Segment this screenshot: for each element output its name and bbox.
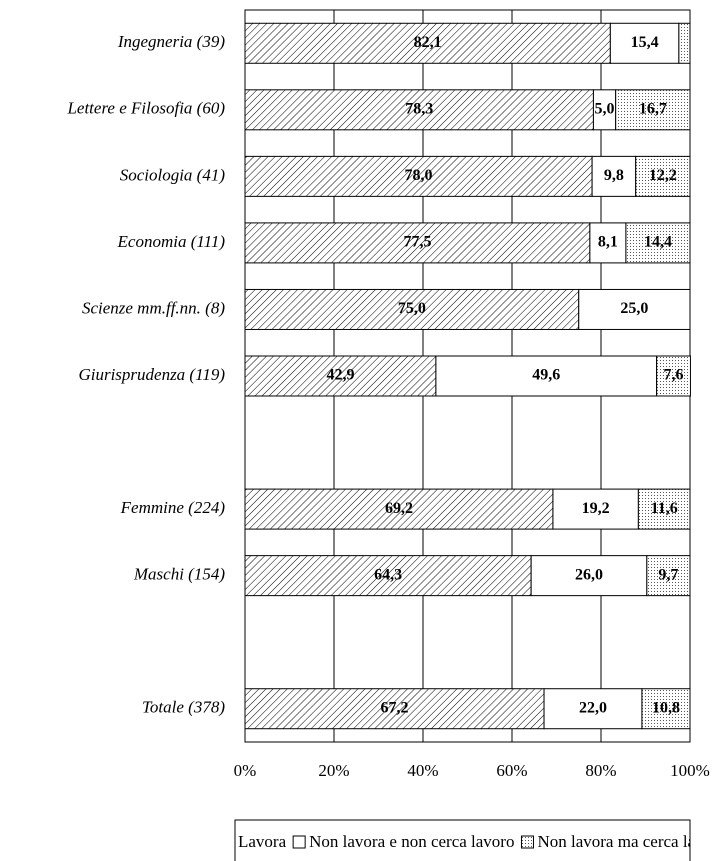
- bar-segment: [635, 155, 691, 197]
- legend-label: Lavora: [238, 832, 287, 851]
- category-label: Maschi (154): [133, 565, 225, 584]
- value-label: 9,7: [658, 566, 678, 583]
- bar-segment: [530, 555, 648, 597]
- bar-segment: [244, 222, 591, 264]
- category-label: Lettere e Filosofia (60): [66, 99, 225, 118]
- bar-segment: [244, 155, 593, 197]
- value-label: 15,4: [631, 34, 659, 51]
- legend-frame: [234, 819, 691, 861]
- bar-segment: [543, 688, 643, 730]
- category-label: Economia (111): [117, 232, 226, 251]
- bar-segment: [646, 555, 691, 597]
- x-tick-label: 60%: [496, 761, 527, 780]
- x-tick-label: 0%: [234, 761, 257, 780]
- x-tick-label: 20%: [318, 761, 349, 780]
- value-label: 8,1: [598, 234, 618, 251]
- legend-label: Non lavora e non cerca lavoro: [309, 832, 514, 851]
- bar-segment: [609, 22, 680, 64]
- x-tick-label: 100%: [670, 761, 710, 780]
- value-label: 11,6: [651, 500, 678, 517]
- category-label: Giurisprudenza (119): [78, 365, 225, 384]
- value-label: 78,3: [405, 100, 433, 117]
- bar-segment: [625, 222, 691, 264]
- value-label: 22,0: [579, 699, 607, 716]
- category-label: Scienze mm.ff.nn. (8): [82, 298, 225, 317]
- category-label: Totale (378): [142, 698, 225, 717]
- bar-segment: [637, 488, 691, 530]
- value-label: 49,6: [532, 367, 560, 384]
- bar-segment: [615, 89, 691, 131]
- legend-swatch: [520, 835, 534, 849]
- value-label: 9,8: [604, 167, 624, 184]
- value-label: 16,7: [639, 100, 667, 117]
- value-label: 7,6: [664, 367, 684, 384]
- bar-segment: [589, 222, 627, 264]
- value-label: 19,2: [582, 500, 610, 517]
- bar-segment: [244, 355, 437, 397]
- bar-segment: [244, 688, 545, 730]
- value-label: 78,0: [405, 167, 433, 184]
- category-label: Femmine (224): [120, 498, 226, 517]
- legend-swatch: [292, 835, 306, 849]
- value-label: 26,0: [575, 566, 603, 583]
- value-label: 82,1: [414, 34, 442, 51]
- legend-label: Non lavora ma cerca lavoro: [537, 832, 725, 851]
- value-label: 12,2: [649, 167, 677, 184]
- bar-segment: [641, 688, 691, 730]
- category-label: Ingegneria (39): [117, 32, 226, 51]
- value-label: 75,0: [398, 300, 426, 317]
- bar-segment: [552, 488, 639, 530]
- bar-segment: [591, 155, 637, 197]
- bar-segment: [244, 89, 594, 131]
- value-label: 69,2: [385, 500, 413, 517]
- value-label: 77,5: [403, 234, 431, 251]
- value-label: 10,8: [652, 699, 680, 716]
- bar-segment: [656, 355, 691, 397]
- value-label: 67,2: [381, 699, 409, 716]
- category-label: Sociologia (41): [120, 165, 226, 184]
- bar-segment: [578, 288, 691, 330]
- value-label: 14,4: [644, 234, 672, 251]
- value-label: 64,3: [374, 566, 402, 583]
- bar-segment: [244, 22, 611, 64]
- x-tick-label: 80%: [585, 761, 616, 780]
- legend: Lavora Non lavora e non cerca lavoro Non l…: [222, 832, 725, 851]
- bar-segment: [244, 288, 580, 330]
- bar-segment: [244, 488, 554, 530]
- value-label: 25,0: [620, 300, 648, 317]
- value-label: 5,0: [595, 100, 615, 117]
- bar-segment: [678, 22, 691, 64]
- value-label: 42,9: [326, 367, 354, 384]
- legend-swatch: [222, 836, 234, 848]
- x-tick-label: 40%: [407, 761, 438, 780]
